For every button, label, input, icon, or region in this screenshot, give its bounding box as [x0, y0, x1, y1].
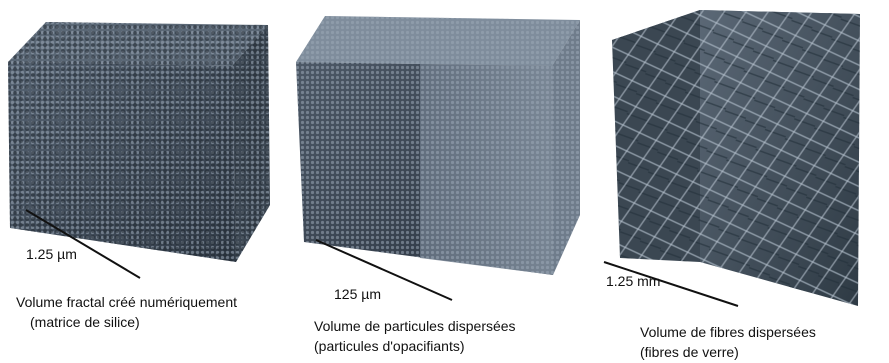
scale-label-3: 1.25 mm — [606, 273, 661, 289]
scale-label-2: 125 µm — [334, 286, 381, 302]
caption-2-line1: Volume de particules dispersées — [314, 318, 516, 334]
fractal-cube — [8, 22, 270, 262]
scale-bar-3 — [603, 261, 739, 307]
particle-cube — [296, 16, 580, 275]
caption-3-line2: (fibres de verre) — [640, 344, 739, 360]
fiber-cube — [612, 10, 860, 306]
scale-bar-1 — [25, 209, 141, 279]
scale-label-1: 1.25 µm — [26, 246, 77, 262]
caption-1-line2: (matrice de silice) — [30, 314, 140, 330]
caption-3-line1: Volume de fibres dispersées — [640, 324, 816, 340]
scale-bar-2 — [315, 239, 453, 301]
caption-2-line2: (particules d'opacifiants) — [314, 338, 465, 354]
caption-1-line1: Volume fractal créé numériquement — [16, 294, 237, 310]
